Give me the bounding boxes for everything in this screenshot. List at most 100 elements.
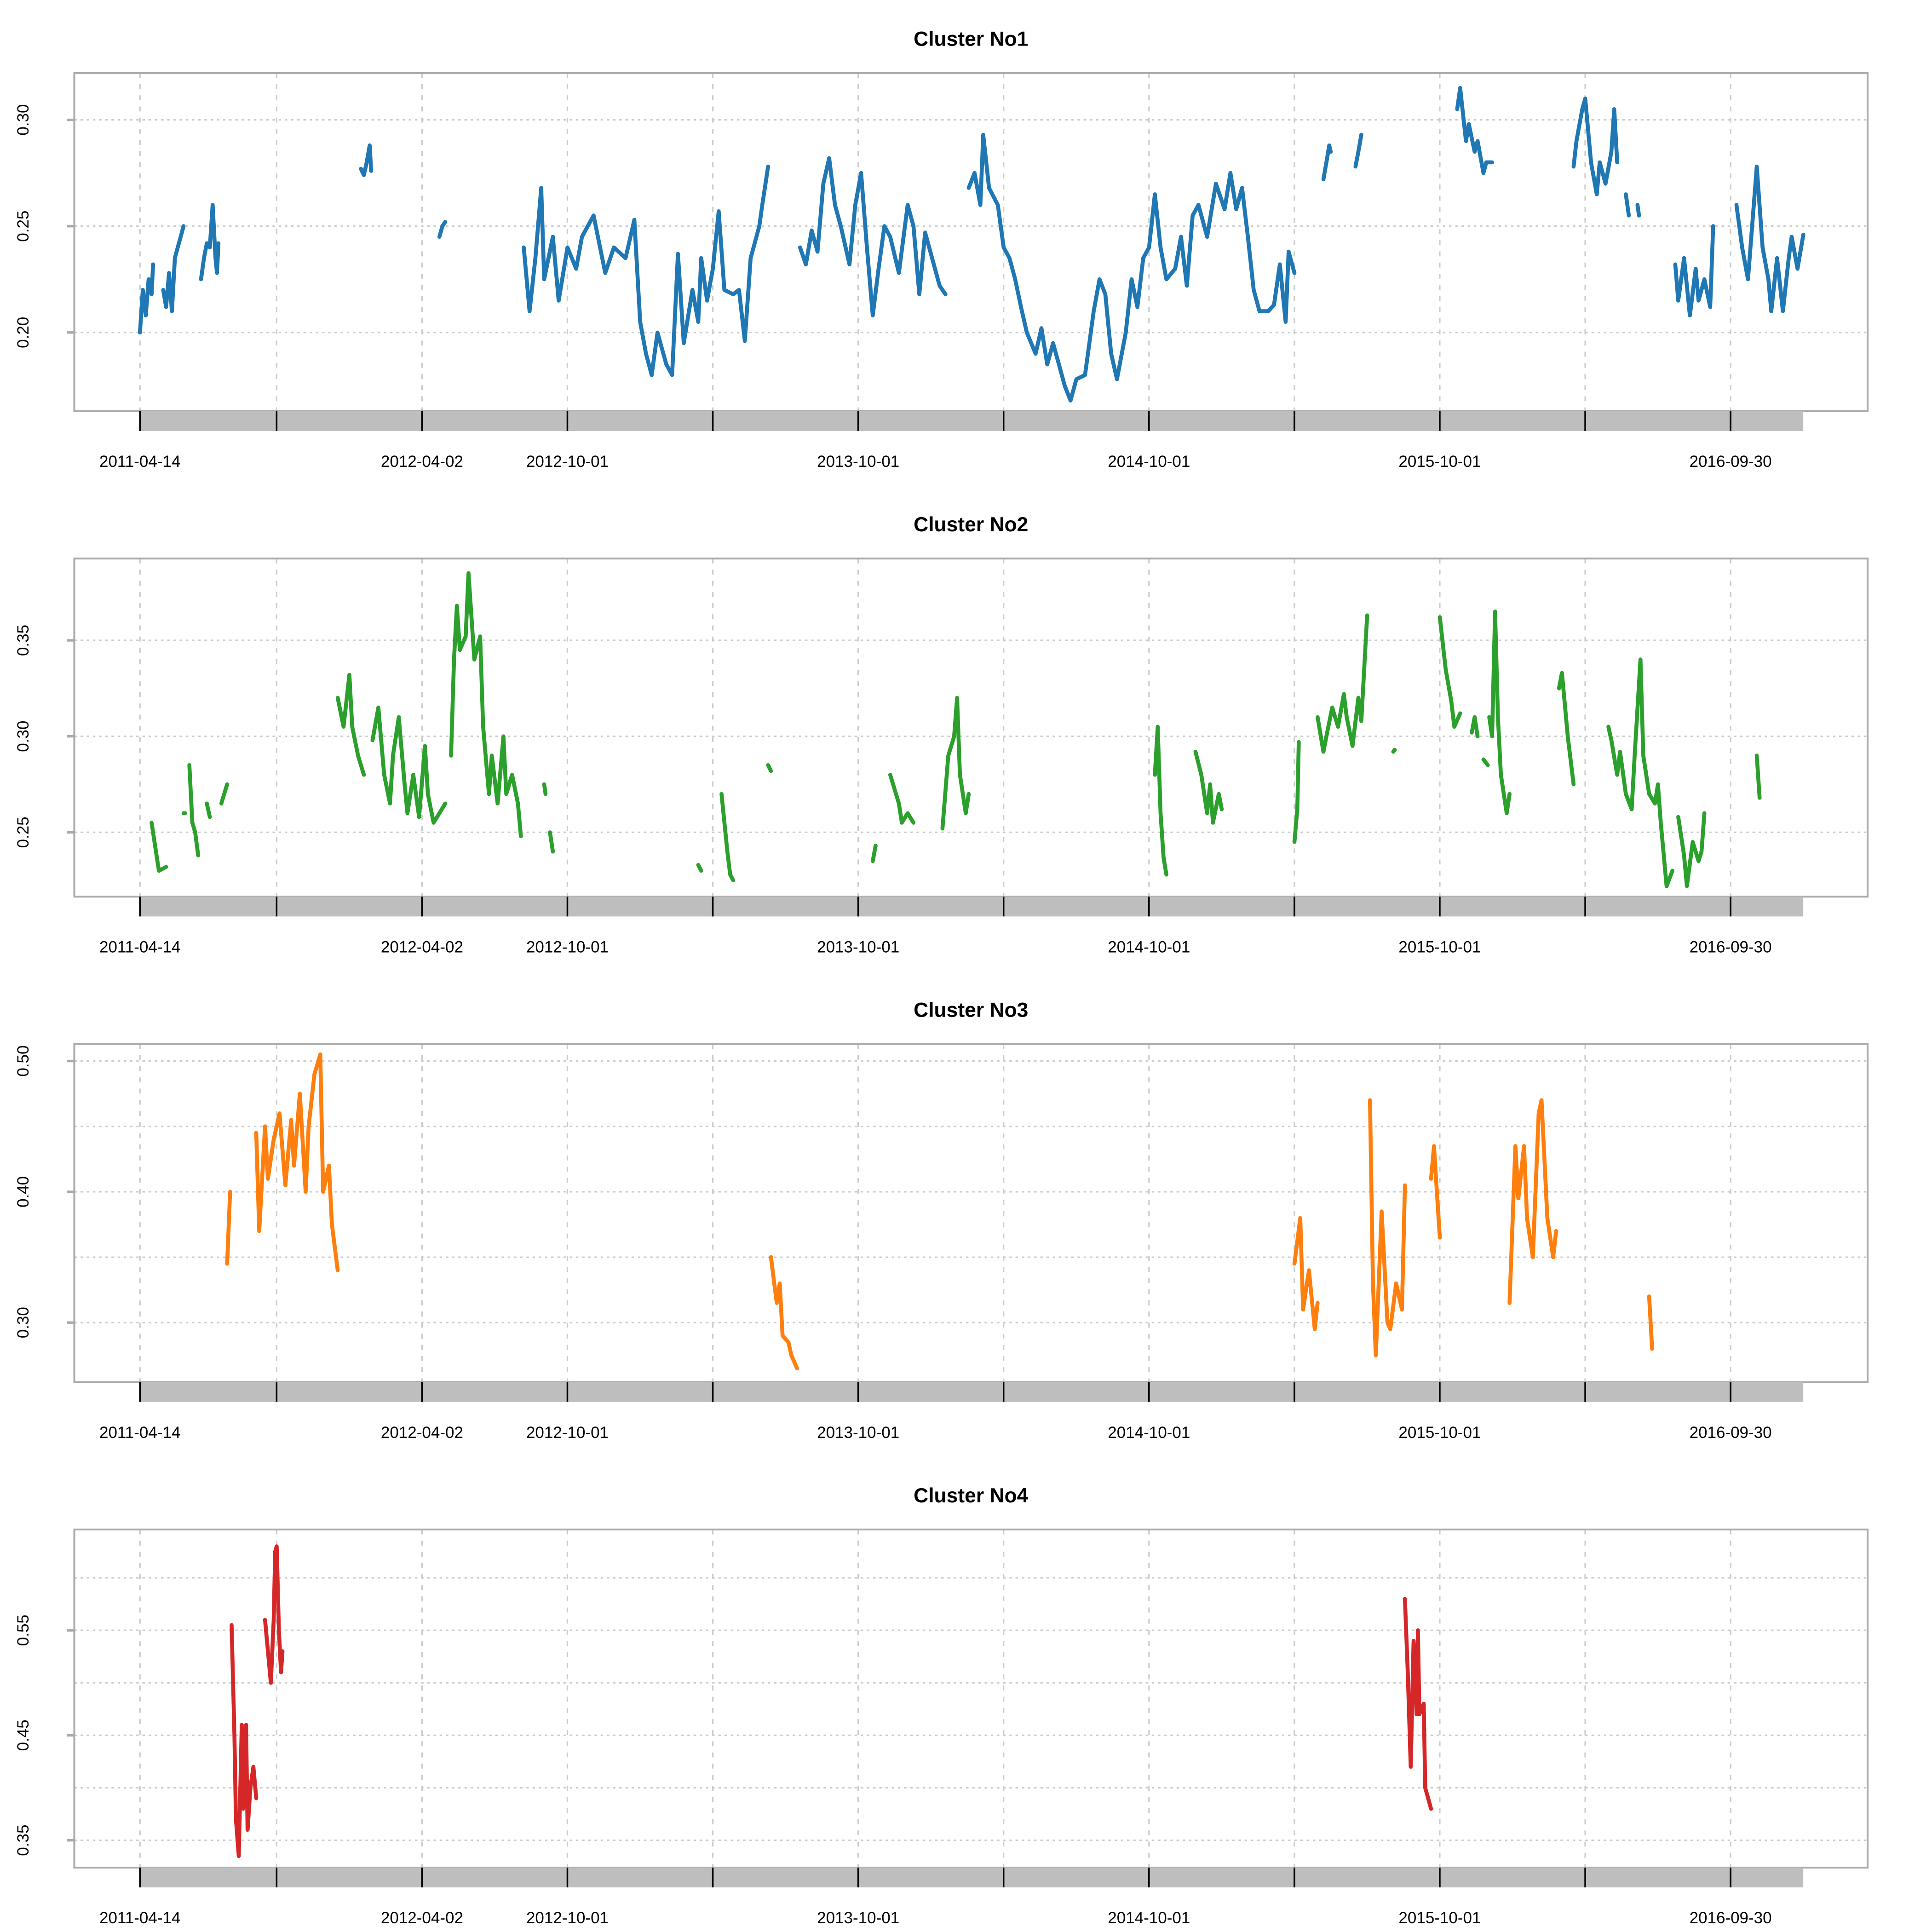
series-segment [1507, 1098, 1558, 1305]
series-segment [161, 224, 186, 313]
series-segment [1673, 224, 1715, 318]
series-segment [1470, 715, 1480, 739]
x-tick-label: 2014-10-01 [1108, 1909, 1190, 1927]
x-tick-label: 2012-04-02 [381, 453, 463, 471]
series-segment [888, 772, 916, 825]
y-tick-label: 0.35 [14, 1825, 32, 1856]
y-tick-label: 0.25 [14, 816, 32, 848]
y-tick-label: 0.45 [14, 1719, 32, 1751]
y-tick-label: 0.30 [14, 104, 32, 135]
x-tick-label: 2015-10-01 [1398, 453, 1481, 471]
series-segment [1391, 748, 1397, 754]
x-tick-label: 2015-10-01 [1398, 1909, 1481, 1927]
series-segment [138, 262, 155, 335]
plot-frame [73, 1043, 1869, 1383]
series-segment [1557, 671, 1576, 787]
x-tick-label: 2014-10-01 [1108, 1424, 1190, 1442]
series-segment [449, 571, 523, 839]
series-segment [870, 844, 878, 863]
series-segment [522, 164, 770, 377]
series-segment [769, 1255, 799, 1371]
series-segment [1403, 1597, 1433, 1811]
panel-cluster-4: Cluster No4 0.35 0.45 0.55 2011-04-14 2012-04… [14, 1484, 1869, 1927]
series-segment [1368, 1098, 1407, 1357]
series-segment [966, 132, 1297, 402]
panel-cluster-1: Cluster No1 0.20 0.25 0.30 2011-04-14 2012-04… [14, 28, 1869, 471]
x-tick-label: 2012-04-02 [381, 1909, 463, 1927]
series-segment [1676, 811, 1707, 888]
series-segment [798, 156, 948, 318]
series-segment [199, 203, 221, 282]
series-segment [542, 782, 548, 796]
series-segment [1734, 164, 1806, 313]
chart-title: Cluster No4 [914, 1484, 1029, 1507]
series-segment [1624, 192, 1631, 218]
series-segment [1647, 1294, 1654, 1351]
plot-frame [73, 72, 1869, 412]
series-segment [187, 763, 201, 857]
chart-title: Cluster No1 [914, 28, 1028, 51]
x-tick-label: 2016-09-30 [1690, 1909, 1772, 1927]
series-segment [1292, 1216, 1320, 1331]
series-segment [1193, 749, 1224, 825]
series-segment [1153, 724, 1168, 877]
series-segment [150, 821, 168, 873]
x-tick-label: 2013-10-01 [817, 1424, 899, 1442]
x-tick-label: 2013-10-01 [817, 938, 899, 956]
series-segment [1635, 203, 1641, 218]
x-tick-label: 2011-04-14 [99, 1424, 180, 1442]
x-axis-band [140, 1382, 1804, 1402]
series-segment [1606, 657, 1675, 888]
series-segment [219, 782, 230, 806]
series-segment [335, 673, 366, 777]
x-tick-label: 2013-10-01 [817, 453, 899, 471]
series-segment [940, 696, 971, 831]
x-tick-label: 2013-10-01 [817, 1909, 899, 1927]
x-tick-label: 2016-09-30 [1690, 453, 1772, 471]
panel-cluster-2: Cluster No2 0.25 0.30 0.35 2011-04-14 2012-04… [14, 513, 1869, 956]
x-axis-band [140, 897, 1804, 917]
x-tick-label: 2015-10-01 [1398, 1424, 1481, 1442]
series-segment [548, 830, 555, 854]
x-tick-label: 2012-04-02 [381, 1424, 463, 1442]
series-segment [205, 801, 212, 819]
y-tick-label: 0.30 [14, 1307, 32, 1338]
y-tick-label: 0.25 [14, 211, 32, 242]
series-segment [719, 792, 736, 882]
series-segment [1487, 610, 1512, 816]
x-tick-label: 2014-10-01 [1108, 453, 1190, 471]
series-segment [1754, 753, 1762, 800]
x-tick-label: 2012-10-01 [526, 938, 609, 956]
x-tick-label: 2011-04-14 [99, 938, 180, 956]
series-segment [1429, 1144, 1442, 1240]
series-segment [370, 705, 448, 825]
x-tick-label: 2016-09-30 [1690, 938, 1772, 956]
chart-title: Cluster No3 [914, 999, 1028, 1021]
series-segment [254, 1052, 340, 1272]
series-segment [766, 763, 773, 773]
series-segment [1481, 757, 1490, 767]
y-tick-label: 0.20 [14, 317, 32, 348]
x-tick-label: 2011-04-14 [99, 1909, 180, 1927]
y-tick-label: 0.50 [14, 1046, 32, 1077]
series-segment [1316, 613, 1369, 754]
x-tick-label: 2012-10-01 [526, 1424, 609, 1442]
y-tick-label: 0.35 [14, 625, 32, 656]
series-segment [1438, 615, 1462, 729]
chart-title: Cluster No2 [914, 513, 1028, 536]
y-tick-label: 0.40 [14, 1176, 32, 1208]
x-tick-label: 2015-10-01 [1398, 938, 1481, 956]
series-segment [1455, 86, 1495, 175]
x-axis-band [140, 411, 1804, 431]
x-tick-label: 2011-04-14 [99, 453, 180, 471]
x-tick-label: 2012-10-01 [526, 1909, 609, 1927]
series-segment [359, 143, 374, 177]
x-axis-band [140, 1868, 1804, 1888]
x-tick-label: 2016-09-30 [1690, 1424, 1772, 1442]
series-segment [263, 1544, 285, 1685]
series-segment [437, 220, 448, 239]
panel-cluster-3: Cluster No3 0.30 0.40 0.50 2011-04-14 2012-04… [14, 999, 1869, 1442]
series-segment [225, 1190, 232, 1266]
series-segment [696, 863, 703, 873]
